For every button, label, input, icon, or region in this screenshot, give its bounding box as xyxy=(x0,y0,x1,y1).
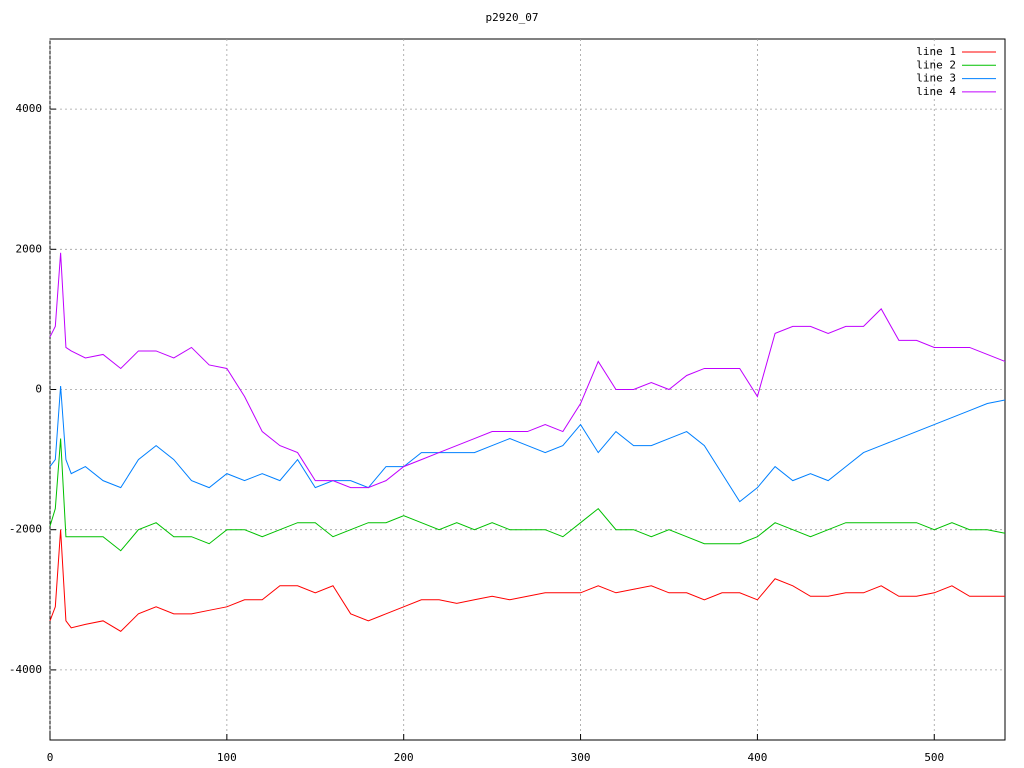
data-line xyxy=(49,385,1006,503)
legend-label: line 1 xyxy=(916,45,956,58)
x-tick-label: 400 xyxy=(747,751,767,764)
y-tick-label: -2000 xyxy=(9,523,42,536)
data-line xyxy=(49,252,1006,489)
data-line xyxy=(49,529,1005,632)
x-tick-label: 300 xyxy=(571,751,591,764)
legend-label: line 4 xyxy=(916,85,956,98)
y-tick-label: 2000 xyxy=(16,242,43,255)
y-tick-label: 0 xyxy=(35,383,42,396)
x-tick-label: 0 xyxy=(47,751,54,764)
x-tick-label: 100 xyxy=(217,751,237,764)
legend-label: line 2 xyxy=(916,58,956,71)
y-tick-label: 4000 xyxy=(16,102,43,115)
x-tick-label: 200 xyxy=(394,751,414,764)
x-tick-label: 500 xyxy=(924,751,944,764)
data-line xyxy=(49,438,1006,552)
chart-title: p2920_07 xyxy=(486,11,539,24)
legend-label: line 3 xyxy=(916,72,956,85)
y-tick-label: -4000 xyxy=(9,663,42,676)
